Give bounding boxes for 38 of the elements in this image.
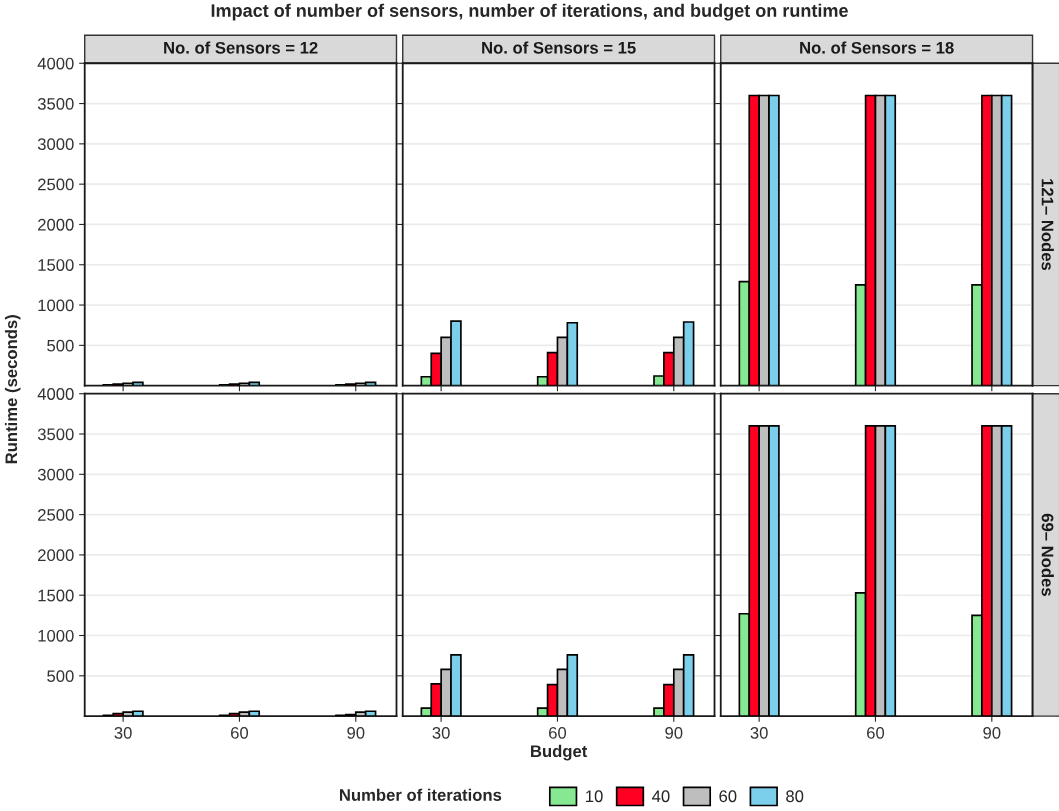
x-tick-label: 60 [549, 726, 567, 739]
y2-axis-title: 69– Nodes [1041, 513, 1054, 596]
y-tick-label: 2500 [38, 509, 74, 521]
x-tick-label: 90 [665, 726, 683, 739]
legend-label: 60 [719, 790, 737, 803]
x-axis-title: Budget [531, 744, 588, 761]
x-tick-label: 30 [750, 726, 768, 739]
x-tick-label: 60 [231, 726, 249, 739]
y-tick-label: 3500 [37, 97, 74, 110]
y-tick-label: 4000 [37, 57, 74, 70]
chart-title: No. of Sensors = 12 [164, 41, 318, 54]
y-tick-label: 500 [47, 339, 74, 352]
x-tick-label: 60 [867, 726, 885, 739]
y2-axis-title: 121– Nodes [1041, 179, 1054, 271]
y-tick-label: 2500 [38, 178, 74, 191]
legend-label: 40 [652, 790, 670, 803]
x-tick-label: 90 [983, 726, 1001, 739]
x-tick-label: 30 [114, 726, 132, 739]
y-tick-label: 3500 [37, 428, 74, 441]
y-tick-label: 500 [47, 670, 74, 683]
x-tick-label: 90 [347, 726, 365, 739]
y-tick-label: 2000 [38, 549, 74, 562]
text: Impact of number of sensors, number of iterations, and budget on runtime [211, 3, 848, 21]
y-tick-label: 1500 [38, 589, 74, 602]
legend-label: 10 [586, 790, 603, 803]
y-tick-label: 3000 [37, 138, 74, 151]
y-tick-label: 1000 [38, 299, 74, 312]
x-tick-label: 30 [432, 726, 450, 739]
y-tick-label: 4000 [37, 388, 74, 400]
y-tick-label: 1500 [38, 259, 74, 271]
chart-title: No. of Sensors = 18 [800, 41, 954, 54]
legend-title: Number of iterations [339, 788, 502, 801]
legend-label: 80 [786, 790, 804, 803]
y-tick-label: 1000 [38, 629, 74, 642]
y-axis-title: Runtime (seconds) [4, 315, 21, 464]
y-tick-label: 3000 [37, 468, 74, 481]
chart-title: No. of Sensors = 15 [482, 41, 636, 54]
y-tick-label: 2000 [38, 218, 74, 231]
